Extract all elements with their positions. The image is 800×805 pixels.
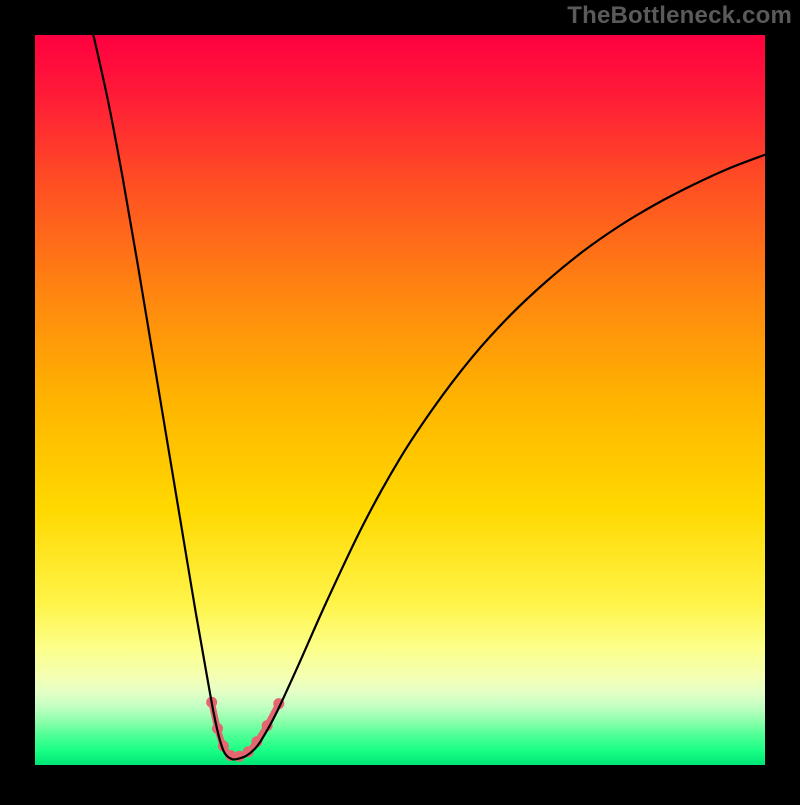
watermark-text: TheBottleneck.com bbox=[567, 2, 792, 30]
plot-background bbox=[35, 35, 765, 765]
bottleneck-chart bbox=[0, 0, 800, 800]
chart-frame bbox=[0, 0, 800, 800]
